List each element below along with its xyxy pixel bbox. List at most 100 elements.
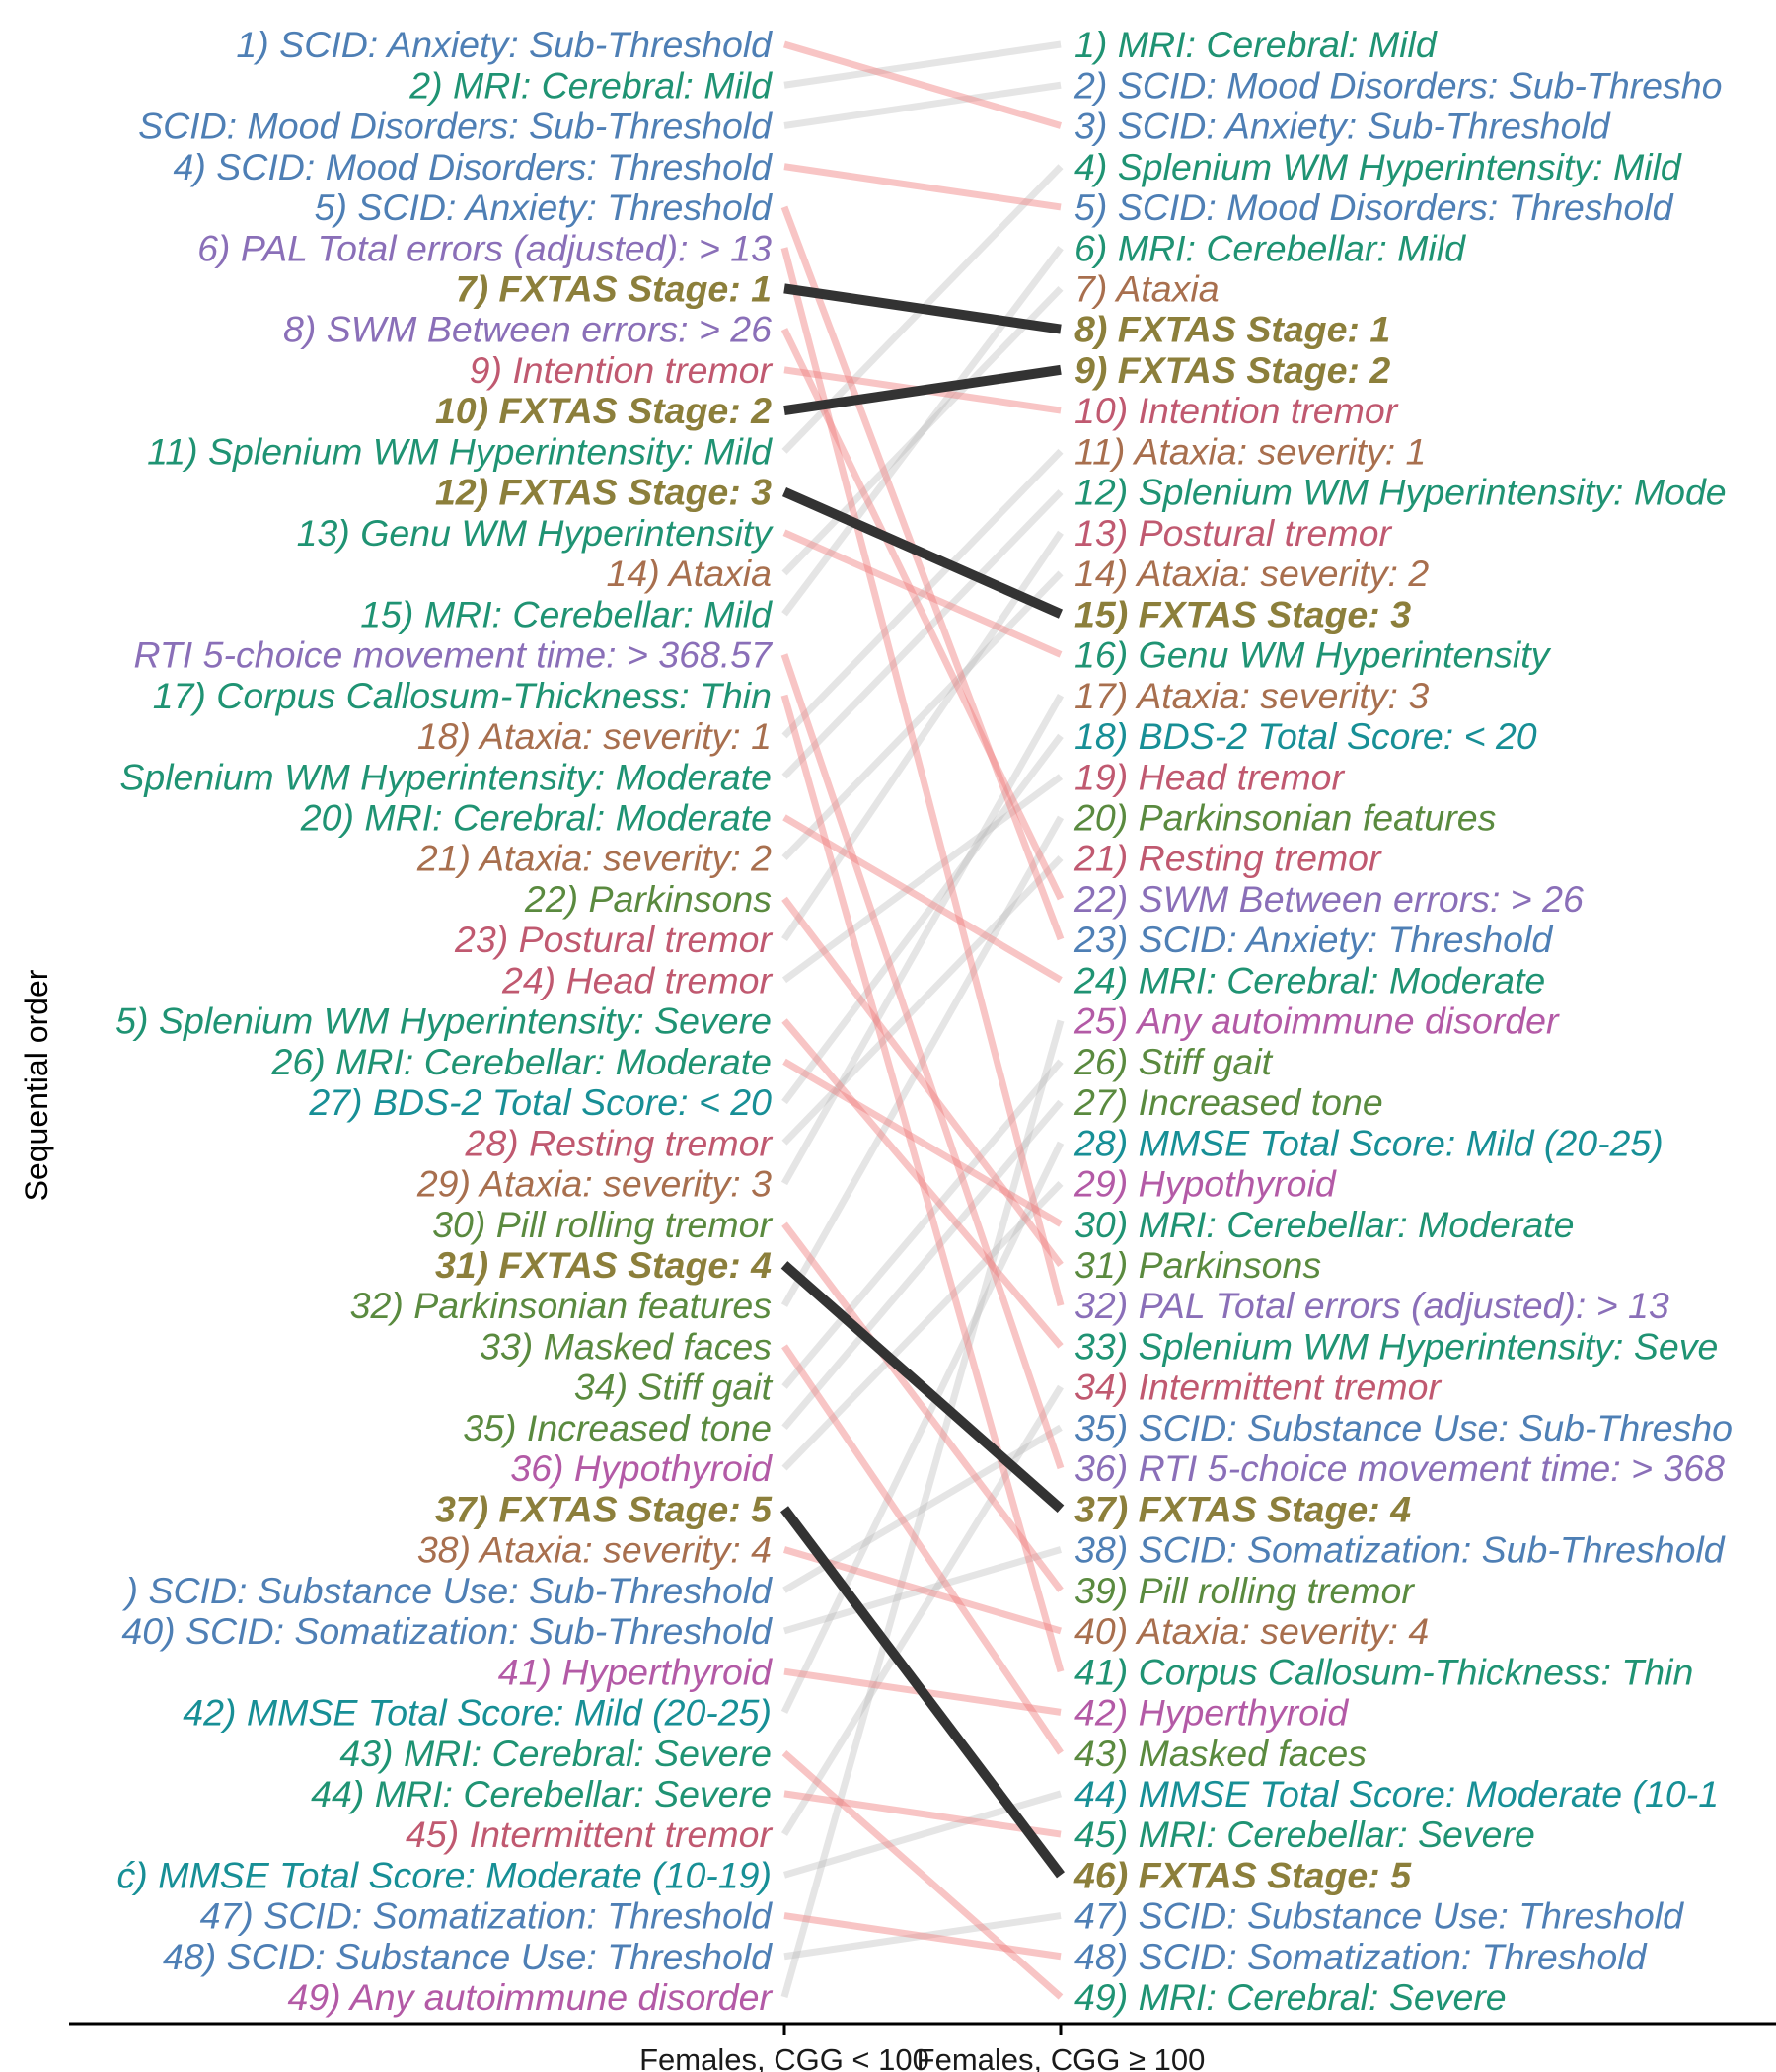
rank-line-later bbox=[781, 855, 1064, 1146]
rank-line-earlier bbox=[781, 1750, 1064, 2000]
rank-line-later bbox=[781, 246, 1064, 617]
left-item-label: 34) Stiff gait bbox=[574, 1367, 774, 1408]
right-item-label: 38) SCID: Somatization: Sub-Threshold bbox=[1074, 1529, 1726, 1571]
rank-line-stage bbox=[783, 283, 1062, 334]
right-item-label: 10) Intention tremor bbox=[1074, 390, 1399, 431]
right-item-label: 14) Ataxia: severity: 2 bbox=[1074, 553, 1429, 594]
left-item-label: 42) MMSE Total Score: Mild (20-25) bbox=[183, 1692, 772, 1734]
left-item-label: 44) MRI: Cerebellar: Severe bbox=[311, 1773, 772, 1814]
right-item-label: 8) FXTAS Stage: 1 bbox=[1074, 309, 1390, 350]
right-item-label: 20) Parkinsonian features bbox=[1073, 796, 1496, 838]
left-item-label: 11) Splenium WM Hyperintensity: Mild bbox=[147, 430, 773, 472]
right-item-label: 9) FXTAS Stage: 2 bbox=[1074, 349, 1390, 391]
right-item-label: 28) MMSE Total Score: Mild (20-25) bbox=[1073, 1122, 1664, 1163]
left-item-label: 23) Postural tremor bbox=[454, 919, 773, 960]
left-item-label: 36) Hypothyroid bbox=[510, 1447, 773, 1489]
left-item-label: 8) SWM Between errors: > 26 bbox=[283, 309, 772, 350]
right-item-label: 35) SCID: Substance Use: Sub-Thresho bbox=[1074, 1407, 1733, 1448]
right-item-label: 30) MRI: Cerebellar: Moderate bbox=[1074, 1204, 1574, 1245]
right-item-label: 37) FXTAS Stage: 4 bbox=[1074, 1488, 1411, 1529]
rank-line-later bbox=[781, 1059, 1064, 1389]
right-item-label: 49) MRI: Cerebral: Severe bbox=[1074, 1976, 1507, 2018]
right-item-label: 23) SCID: Anxiety: Threshold bbox=[1073, 919, 1553, 960]
right-item-label: 45) MRI: Cerebellar: Severe bbox=[1074, 1813, 1535, 1855]
rank-line-later bbox=[781, 530, 1064, 942]
left-item-label: 47) SCID: Somatization: Threshold bbox=[200, 1895, 774, 1937]
x-axis: Females, CGG < 100 Females, CGG ≥ 100 bbox=[69, 2022, 1776, 2072]
left-item-label: ) SCID: Substance Use: Sub-Threshold bbox=[122, 1570, 774, 1611]
left-item-label: ć) MMSE Total Score: Moderate (10-19) bbox=[117, 1854, 772, 1895]
rank-line-later bbox=[783, 40, 1062, 89]
rank-line-earlier bbox=[780, 694, 1065, 1673]
y-axis-title: Sequential order bbox=[19, 969, 54, 1201]
rank-line-later bbox=[780, 815, 1065, 1307]
left-item-label: 15) MRI: Cerebellar: Mild bbox=[360, 593, 773, 634]
rank-line-earlier bbox=[781, 1221, 1064, 1592]
right-item-label: 42) Hyperthyroid bbox=[1074, 1692, 1349, 1734]
right-item-label: 16) Genu WM Hyperintensity bbox=[1074, 634, 1552, 676]
rank-line-later bbox=[780, 1019, 1065, 1998]
left-item-label: 45) Intermittent tremor bbox=[406, 1813, 773, 1855]
right-item-label: 5) SCID: Mood Disorders: Threshold bbox=[1074, 186, 1674, 228]
left-item-label: 49) Any autoimmune disorder bbox=[287, 1976, 773, 2018]
right-item-label: 18) BDS-2 Total Score: < 20 bbox=[1074, 715, 1537, 757]
rank-line-later bbox=[783, 81, 1062, 129]
rank-line-earlier bbox=[781, 1018, 1064, 1349]
left-item-label: 32) Parkinsonian features bbox=[350, 1285, 772, 1326]
rank-line-later bbox=[781, 489, 1064, 779]
left-item-label: 7) FXTAS Stage: 1 bbox=[456, 268, 772, 310]
left-item-label: 21) Ataxia: severity: 2 bbox=[416, 838, 772, 879]
right-item-label: 21) Resting tremor bbox=[1073, 838, 1382, 879]
left-item-label: 13) Genu WM Hyperintensity bbox=[297, 512, 775, 554]
left-item-label: 43) MRI: Cerebral: Severe bbox=[339, 1733, 772, 1774]
left-item-label: 5) SCID: Anxiety: Threshold bbox=[315, 186, 774, 228]
right-item-label: 11) Ataxia: severity: 1 bbox=[1074, 430, 1426, 472]
rank-line-earlier bbox=[780, 205, 1065, 941]
left-item-label: 40) SCID: Somatization: Sub-Threshold bbox=[121, 1610, 773, 1652]
left-item-label: 28) Resting tremor bbox=[464, 1122, 773, 1163]
rank-line-earlier bbox=[783, 163, 1062, 211]
rank-line-later bbox=[781, 570, 1064, 861]
left-item-label: 37) FXTAS Stage: 5 bbox=[435, 1488, 773, 1529]
rank-line-later bbox=[780, 693, 1065, 1186]
right-item-label: 2) SCID: Mood Disorders: Sub-Thresho bbox=[1073, 64, 1723, 106]
rank-line-stage bbox=[781, 486, 1064, 619]
right-item-label: 6) MRI: Cerebellar: Mild bbox=[1074, 227, 1466, 268]
right-item-label: 19) Head tremor bbox=[1074, 756, 1346, 797]
left-item-label: 9) Intention tremor bbox=[470, 349, 774, 391]
left-item-label: 10) FXTAS Stage: 2 bbox=[435, 390, 772, 431]
left-item-label: 12) FXTAS Stage: 3 bbox=[435, 472, 772, 513]
left-item-label: 33) Masked faces bbox=[480, 1325, 772, 1367]
left-item-label: 31) FXTAS Stage: 4 bbox=[435, 1244, 772, 1286]
rank-line-later bbox=[781, 774, 1064, 984]
left-item-label: 18) Ataxia: severity: 1 bbox=[417, 715, 772, 757]
right-item-label: 40) Ataxia: severity: 4 bbox=[1074, 1610, 1429, 1652]
rank-line-earlier bbox=[783, 1912, 1062, 1961]
rank-line-later bbox=[781, 1099, 1064, 1431]
left-item-label: SCID: Mood Disorders: Sub-Threshold bbox=[138, 106, 773, 147]
left-item-label: 6) PAL Total errors (adjusted): > 13 bbox=[197, 227, 772, 268]
left-item-label: 4) SCID: Mood Disorders: Threshold bbox=[174, 146, 774, 187]
rank-line-earlier bbox=[780, 328, 1065, 901]
left-item-label: 24) Head tremor bbox=[501, 959, 774, 1000]
right-item-label: 47) SCID: Substance Use: Threshold bbox=[1074, 1895, 1684, 1937]
left-item-label: Splenium WM Hyperintensity: Moderate bbox=[119, 756, 772, 797]
left-item-label: 20) MRI: Cerebral: Moderate bbox=[300, 796, 772, 838]
right-item-label: 22) SWM Between errors: > 26 bbox=[1073, 878, 1584, 920]
right-item-label: 4) Splenium WM Hyperintensity: Mild bbox=[1074, 146, 1682, 187]
rank-line-earlier bbox=[782, 1058, 1063, 1227]
right-item-label: 43) Masked faces bbox=[1074, 1733, 1367, 1774]
rank-line-later bbox=[781, 448, 1064, 739]
rank-line-later bbox=[781, 1384, 1064, 1836]
right-item-label: 26) Stiff gait bbox=[1073, 1041, 1274, 1082]
right-item-label: 48) SCID: Somatization: Threshold bbox=[1074, 1936, 1648, 1977]
right-item-label: 17) Ataxia: severity: 3 bbox=[1074, 675, 1429, 716]
right-item-label: 36) RTI 5-choice movement time: > 368 bbox=[1074, 1447, 1725, 1489]
rank-line-earlier bbox=[780, 247, 1065, 1306]
right-item-label: 27) Increased tone bbox=[1073, 1081, 1383, 1123]
rank-line-stage bbox=[780, 1261, 1065, 1513]
right-item-label: 32) PAL Total errors (adjusted): > 13 bbox=[1074, 1285, 1669, 1326]
left-item-label: 48) SCID: Substance Use: Threshold bbox=[163, 1936, 773, 1977]
left-item-label: 27) BDS-2 Total Score: < 20 bbox=[308, 1081, 772, 1123]
